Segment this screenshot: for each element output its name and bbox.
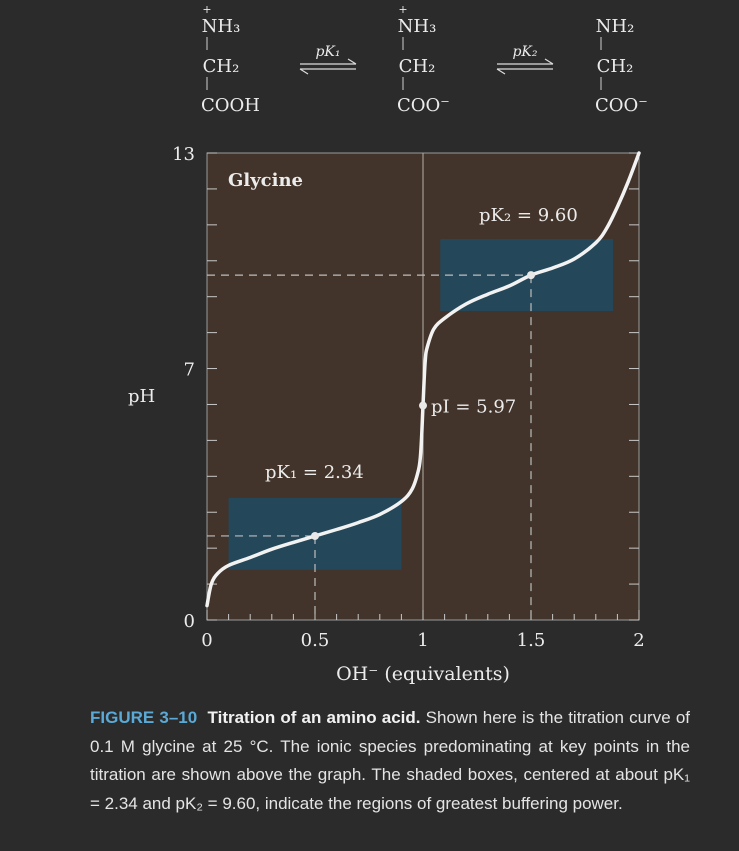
species-top: NH₃ — [202, 16, 241, 37]
species-1: NH₃+ CH₂ COOH — [201, 3, 260, 116]
species-bottom: COO⁻ — [397, 95, 450, 116]
annotation-label: pI = 5.97 — [431, 397, 516, 418]
figure-title: Titration of an amino acid. — [207, 708, 421, 727]
species-3: NH₂ CH₂ COO⁻ — [595, 16, 648, 116]
forward-arrow — [497, 58, 554, 65]
key-point-2 — [419, 401, 427, 410]
key-point-1 — [311, 531, 319, 540]
annotation-label: pK₂ = 9.60 — [479, 205, 578, 226]
species-bottom: COO⁻ — [595, 95, 648, 116]
x-tick-label: 0 — [201, 630, 212, 651]
pi-label-bg — [427, 392, 525, 419]
species-mid: CH₂ — [203, 56, 240, 77]
axis-labels: 0 0.5 1 1.5 2 0 7 13 — [172, 144, 645, 651]
y-tick-label: 0 — [184, 611, 195, 632]
equilibrium-1: pK₁ — [299, 44, 357, 75]
species-bottom: COOH — [201, 95, 260, 116]
y-tick-label: 7 — [184, 360, 195, 381]
annotation-label: pK₁ = 2.34 — [265, 462, 364, 483]
species-mid: CH₂ — [597, 56, 634, 77]
figure-caption: FIGURE 3–10 Titration of an amino acid. … — [90, 704, 690, 818]
chart-title: Glycine — [228, 170, 303, 191]
guide-lines — [207, 274, 532, 620]
x-axis-label: OH⁻ (equivalents) — [336, 663, 510, 685]
y-axis-label: pH — [128, 386, 155, 407]
species-mid: CH₂ — [399, 56, 436, 77]
x-tick-label: 1 — [417, 630, 428, 651]
equilibrium-2: pK₂ — [496, 44, 554, 75]
species-top: NH₂ — [596, 16, 635, 37]
equilibrium-label: pK₂ — [512, 44, 537, 60]
species-charge: + — [398, 3, 407, 16]
species-2: NH₃+ CH₂ COO⁻ — [397, 3, 450, 116]
reverse-arrow — [299, 68, 356, 75]
species-top: NH₃ — [398, 16, 437, 37]
forward-arrow — [300, 58, 357, 65]
reverse-arrow — [496, 68, 553, 75]
x-tick-label: 1.5 — [517, 630, 546, 651]
x-tick-label: 2 — [633, 630, 644, 651]
figure-number: FIGURE 3–10 — [90, 708, 198, 727]
axis-ticks — [206, 152, 640, 621]
key-point-3 — [527, 271, 535, 280]
caption-text: Shown here is the titration curve of 0.1… — [90, 708, 691, 813]
y-tick-label: 13 — [172, 144, 195, 165]
key-points: pK₁ = 2.34 pI = 5.97 pK₂ = 9.60 — [265, 205, 578, 540]
species-charge: + — [202, 3, 211, 16]
equilibrium-label: pK₁ — [315, 44, 340, 60]
x-tick-label: 0.5 — [301, 630, 330, 651]
